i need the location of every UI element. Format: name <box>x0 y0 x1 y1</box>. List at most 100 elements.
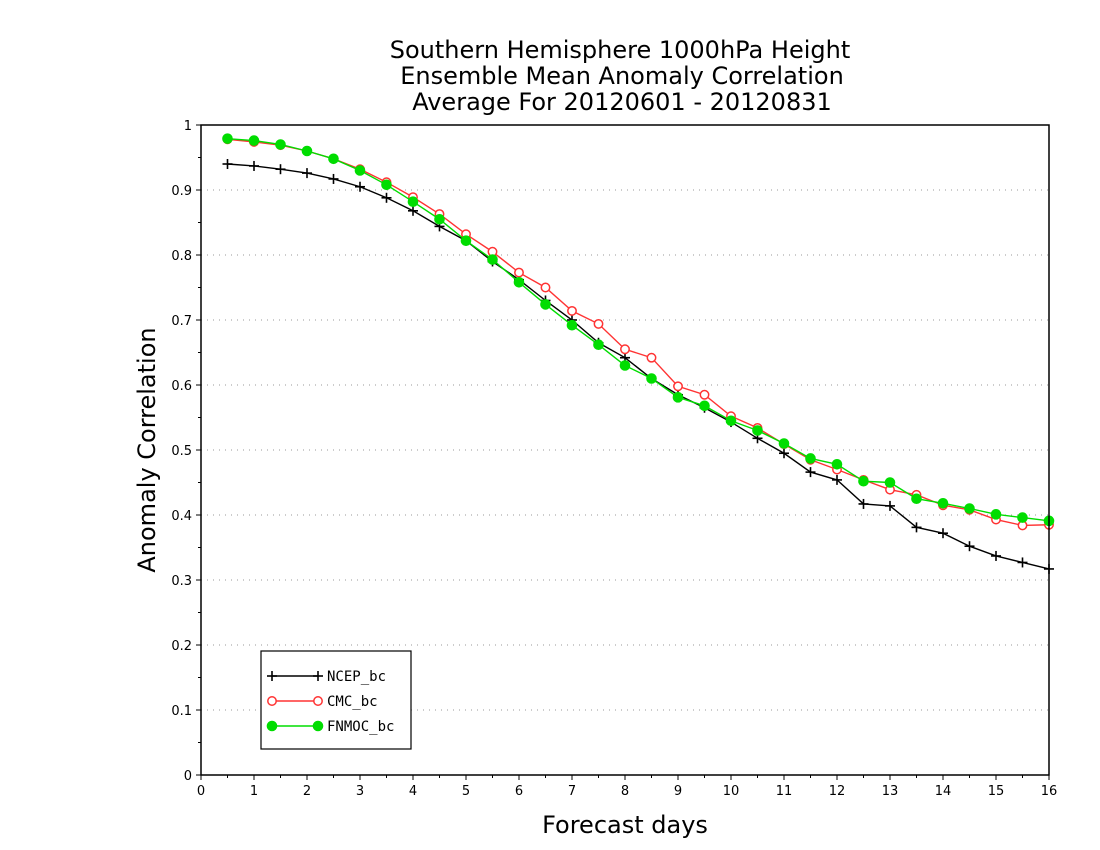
y-tick-label: 0.1 <box>171 704 192 719</box>
series-line-CMC_bc <box>227 138 1050 527</box>
data-point-CMC_bc <box>593 318 604 329</box>
data-point-FNMOC_bc <box>619 360 631 371</box>
x-tick-label: 8 <box>621 784 629 799</box>
data-point-FNMOC_bc <box>725 415 737 427</box>
series-line-FNMOC_bc <box>227 137 1050 522</box>
x-tick-label: 14 <box>935 784 952 799</box>
data-point-FNMOC_bc <box>1017 512 1028 523</box>
y-tick-label: 0.3 <box>171 574 192 589</box>
legend: NCEP_bc CMC_bc FNMOC_bc <box>260 650 412 750</box>
x-tick-label: 6 <box>515 784 523 799</box>
data-point-NCEP_bc <box>964 541 975 552</box>
data-point-FNMOC_bc <box>805 453 816 464</box>
gridlines <box>201 189 1049 711</box>
data-point-NCEP_bc <box>779 448 789 459</box>
data-point-NCEP_bc <box>991 550 1001 561</box>
title-line-2: Ensemble Mean Anomaly Correlation <box>400 62 844 90</box>
x-tick-label: 12 <box>829 784 846 799</box>
x-tick-label: 2 <box>303 784 311 799</box>
legend-item-FNMOC_bc: FNMOC_bc <box>266 719 394 735</box>
legend-item-NCEP_bc: NCEP_bc <box>267 669 386 685</box>
data-point-FNMOC_bc <box>964 503 975 514</box>
x-tick-label: 7 <box>568 784 576 799</box>
data-point-NCEP_bc <box>222 159 233 169</box>
data-point-CMC_bc <box>646 352 657 363</box>
legend-label: NCEP_bc <box>327 669 386 685</box>
legend-box <box>260 650 412 750</box>
data-point-FNMOC_bc <box>699 400 710 412</box>
y-tick-label: 1 <box>184 119 192 134</box>
data-point-FNMOC_bc <box>990 509 1002 520</box>
y-axis-ticks: 0 0.1 0.2 0.3 0.4 0.5 0.6 0.7 0.8 0.9 1 <box>171 119 201 784</box>
x-tick-label: 0 <box>197 784 205 799</box>
legend-item-CMC_bc: CMC_bc <box>267 694 378 710</box>
data-point-FNMOC_bc <box>752 425 763 436</box>
x-tick-label: 3 <box>356 784 364 799</box>
data-point-NCEP_bc <box>1017 557 1028 568</box>
title-line-1: Southern Hemisphere 1000hPa Height <box>390 36 850 64</box>
y-tick-label: 0 <box>184 769 192 784</box>
x-axis-ticks: 0 1 2 3 4 5 6 7 8 9 10 11 12 13 14 15 16 <box>197 775 1057 799</box>
data-point-NCEP_bc <box>408 205 418 216</box>
legend-marker <box>313 671 323 681</box>
data-point-FNMOC_bc <box>328 153 339 165</box>
data-point-FNMOC_bc <box>937 498 949 509</box>
x-tick-label: 1 <box>250 784 258 799</box>
x-tick-label: 9 <box>674 784 682 799</box>
data-point-NCEP_bc <box>249 160 259 171</box>
y-tick-label: 0.9 <box>171 184 192 199</box>
series-FNMOC_bc <box>222 133 1055 527</box>
data-point-NCEP_bc <box>911 522 922 533</box>
data-point-FNMOC_bc <box>672 392 684 403</box>
data-point-NCEP_bc <box>832 474 842 485</box>
data-point-FNMOC_bc <box>540 299 551 310</box>
legend-marker <box>313 696 323 706</box>
y-axis-label: Anomaly Correlation <box>133 327 161 572</box>
data-point-NCEP_bc <box>805 467 816 478</box>
data-point-FNMOC_bc <box>831 459 843 470</box>
chart-title: Southern Hemisphere 1000hPa Height Ensem… <box>390 36 850 116</box>
data-point-NCEP_bc <box>938 528 948 539</box>
x-axis-label: Forecast days <box>542 811 708 839</box>
x-tick-label: 11 <box>776 784 793 799</box>
data-point-FNMOC_bc <box>434 213 445 225</box>
data-series <box>222 133 1055 574</box>
data-point-NCEP_bc <box>302 168 312 179</box>
data-point-FNMOC_bc <box>381 179 392 191</box>
data-point-FNMOC_bc <box>911 493 922 505</box>
data-point-CMC_bc <box>540 282 551 293</box>
data-point-FNMOC_bc <box>354 165 366 176</box>
data-point-FNMOC_bc <box>275 139 286 150</box>
y-tick-label: 0.7 <box>171 314 192 329</box>
series-CMC_bc <box>222 134 1054 531</box>
data-point-FNMOC_bc <box>778 438 790 449</box>
title-line-3: Average For 20120601 - 20120831 <box>412 88 832 116</box>
legend-label: FNMOC_bc <box>327 719 394 735</box>
data-point-CMC_bc <box>673 381 683 392</box>
y-tick-label: 0.2 <box>171 639 192 654</box>
data-point-NCEP_bc <box>381 192 392 203</box>
data-point-FNMOC_bc <box>593 339 604 351</box>
data-point-FNMOC_bc <box>407 196 419 207</box>
data-point-FNMOC_bc <box>460 235 472 246</box>
y-tick-label: 0.6 <box>171 379 192 394</box>
data-point-NCEP_bc <box>355 181 365 192</box>
series-line-NCEP_bc <box>227 163 1050 570</box>
legend-label: CMC_bc <box>327 694 378 710</box>
x-tick-label: 16 <box>1041 784 1058 799</box>
legend-marker <box>267 696 277 706</box>
data-point-FNMOC_bc <box>646 373 657 384</box>
data-point-NCEP_bc <box>275 164 286 175</box>
x-tick-label: 13 <box>882 784 899 799</box>
data-point-NCEP_bc <box>328 173 339 184</box>
data-point-NCEP_bc <box>858 498 869 509</box>
data-point-CMC_bc <box>567 305 577 316</box>
x-tick-label: 10 <box>723 784 740 799</box>
y-tick-label: 0.8 <box>171 249 192 264</box>
data-point-FNMOC_bc <box>858 475 869 487</box>
series-NCEP_bc <box>222 159 1054 574</box>
data-point-FNMOC_bc <box>248 135 260 146</box>
data-point-CMC_bc <box>514 267 524 278</box>
